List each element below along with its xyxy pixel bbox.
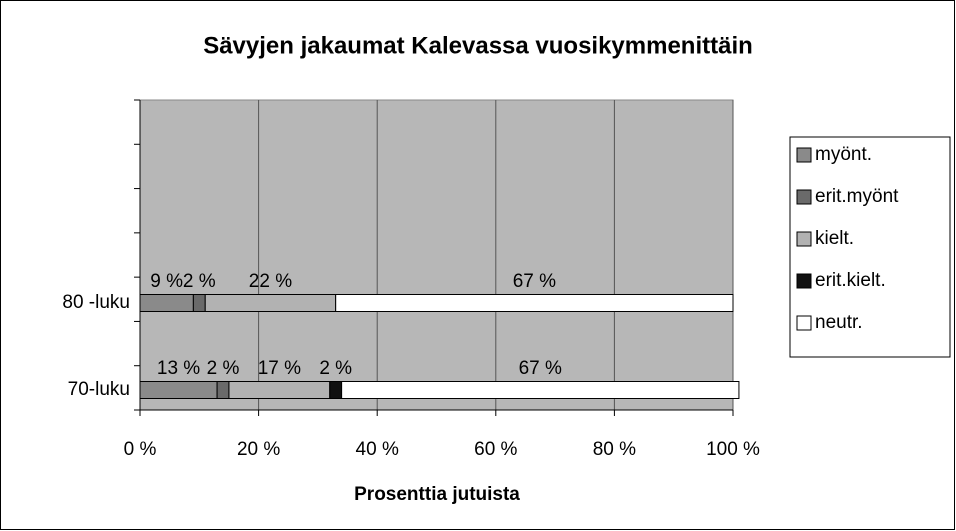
x-tick-label: 60 % (474, 439, 517, 460)
data-label: 13 % (157, 358, 200, 379)
bar-segment (341, 381, 740, 399)
x-tick-label: 20 % (237, 439, 280, 460)
legend-label: myönt. (815, 144, 872, 165)
bar-segment (216, 381, 230, 399)
x-tick-label: 40 % (356, 439, 399, 460)
y-tick-label: 80 -luku (62, 292, 130, 313)
bar-segment (139, 381, 218, 399)
legend-swatch (796, 189, 812, 205)
legend-label: erit.kielt. (815, 270, 886, 291)
data-label: 67 % (519, 358, 562, 379)
data-label: 2 % (183, 271, 216, 292)
data-label: 9 % (150, 271, 183, 292)
data-label: 2 % (319, 358, 352, 379)
x-tick-label: 80 % (593, 439, 636, 460)
x-tick-label: 0 % (124, 439, 157, 460)
legend (789, 136, 951, 358)
plot-area (139, 99, 734, 411)
legend-label: kielt. (815, 228, 854, 249)
legend-swatch (796, 147, 812, 163)
data-label: 22 % (249, 271, 292, 292)
bar-segment (335, 294, 734, 312)
data-label: 17 % (258, 358, 301, 379)
legend-swatch (796, 273, 812, 289)
data-label: 67 % (513, 271, 556, 292)
data-label: 2 % (207, 358, 240, 379)
legend-swatch (796, 231, 812, 247)
legend-label: neutr. (815, 312, 863, 333)
bar-segment (228, 381, 331, 399)
legend-label: erit.myönt (815, 186, 899, 207)
bar-segment (192, 294, 206, 312)
bar-segment (329, 381, 343, 399)
legend-swatch (796, 315, 812, 331)
y-tick-label: 70-luku (68, 379, 130, 400)
bar-segment (139, 294, 194, 312)
x-tick-label: 100 % (706, 439, 760, 460)
x-axis-label: Prosenttia jutuista (354, 484, 520, 505)
bar-segment (204, 294, 337, 312)
chart-title: Sävyjen jakaumat Kalevassa vuosikymmenit… (203, 32, 753, 59)
